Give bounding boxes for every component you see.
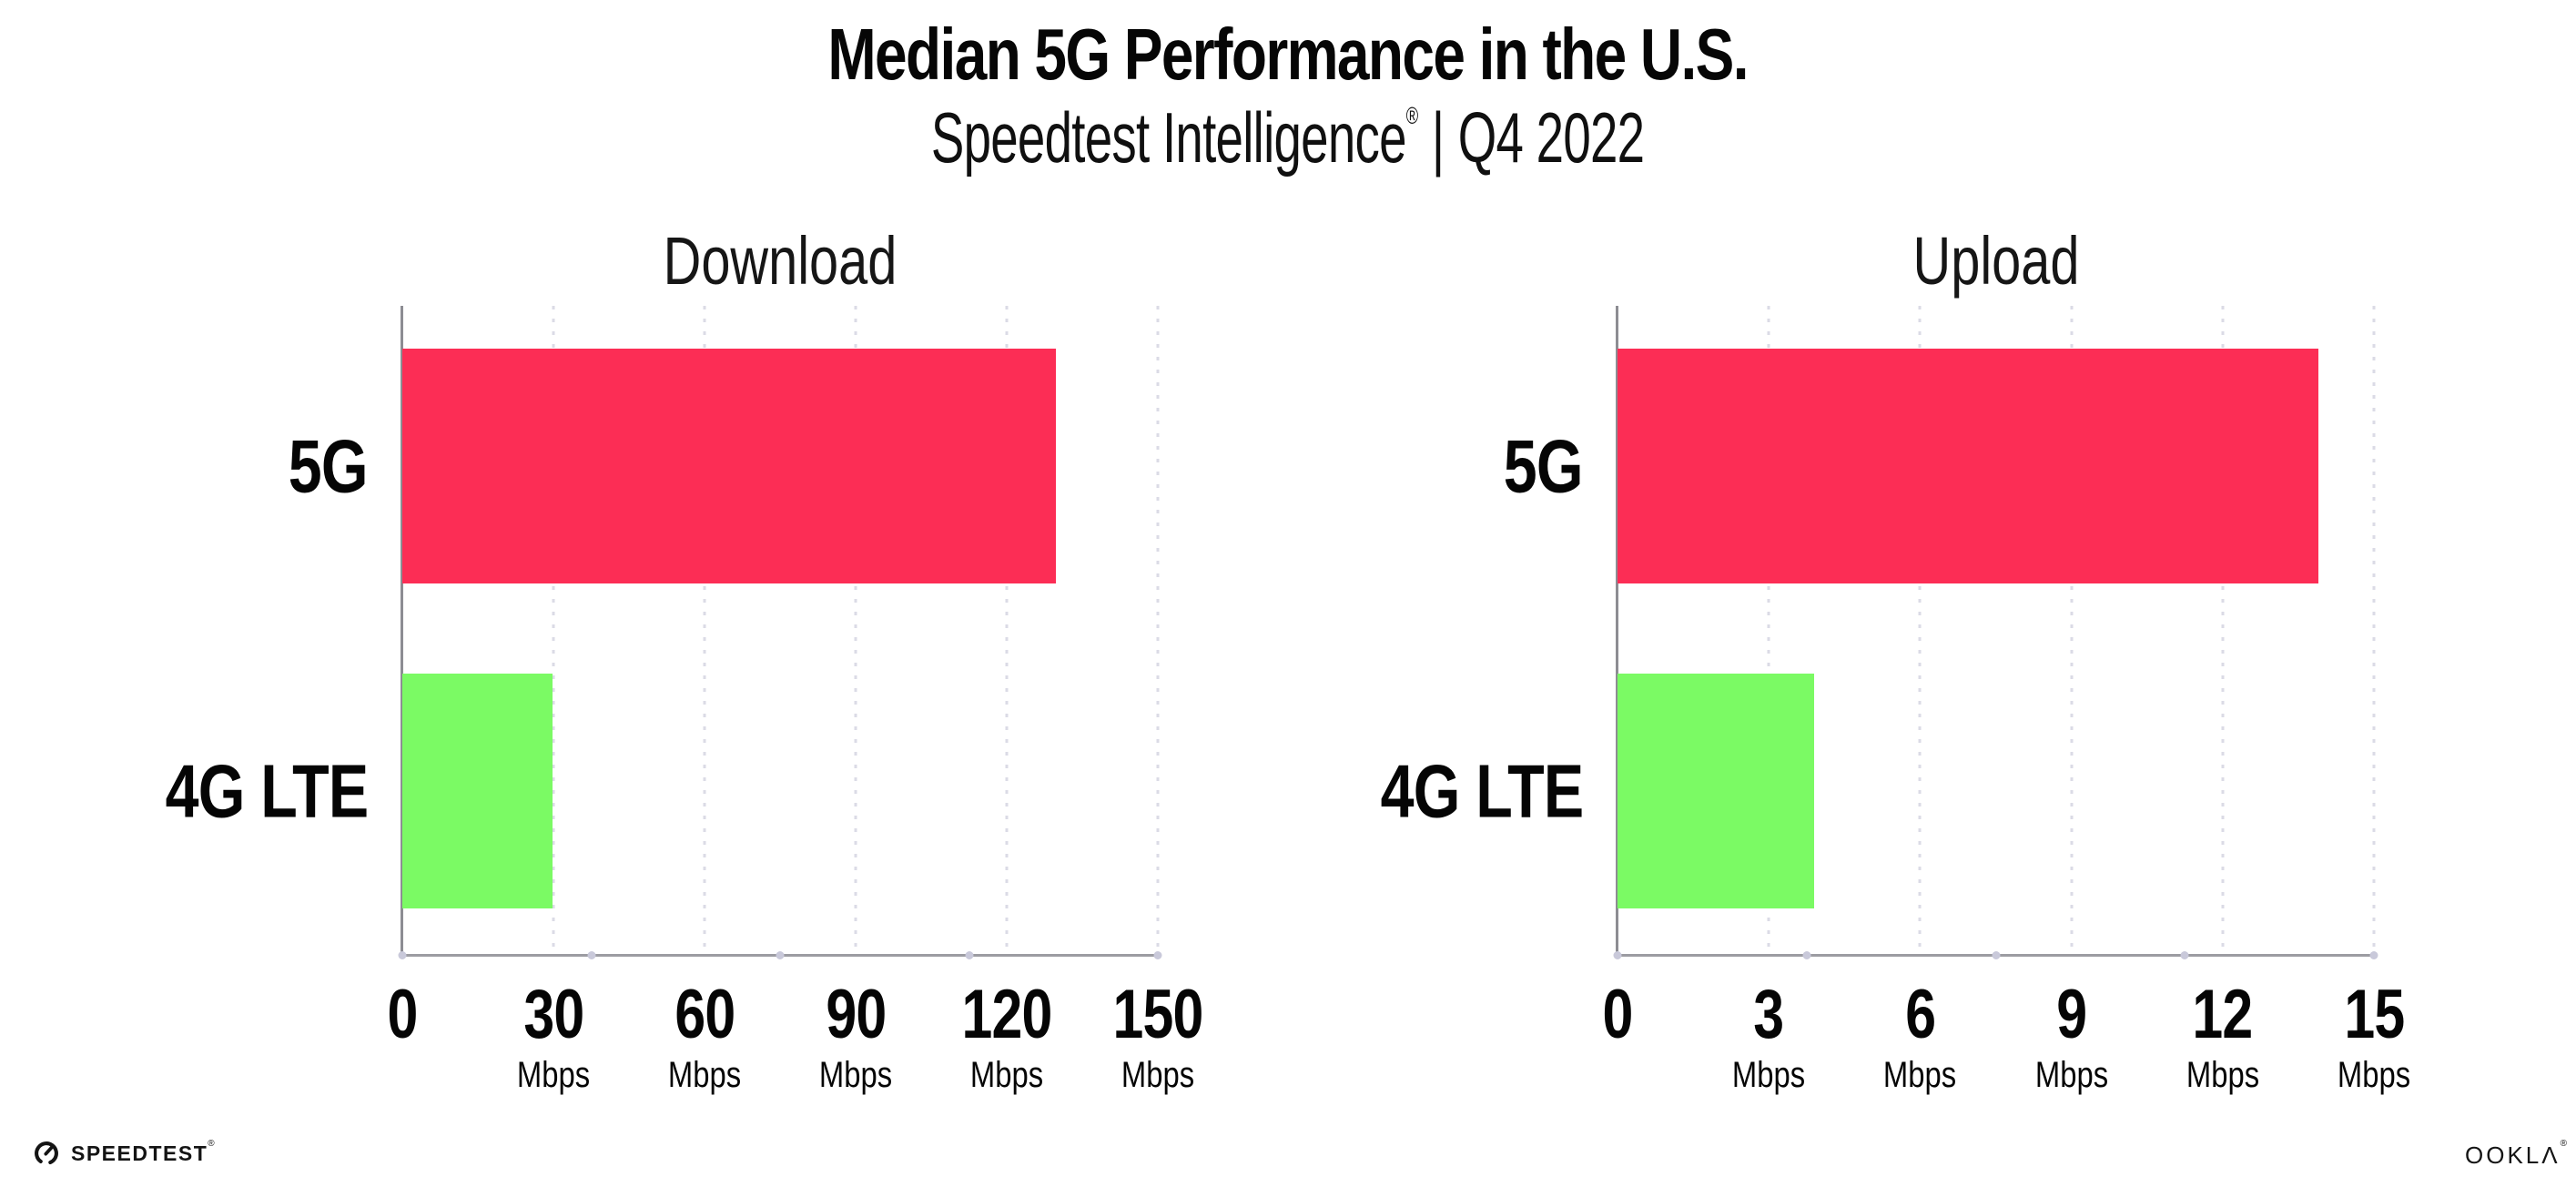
x-tick-value: 0 [387,976,418,1053]
upload-chart: Upload 5G 4G LTE 0 3 Mbps 6 Mbps 9 Mbps 12 Mbps 15… [1380,228,2410,1094]
x-tick-unit-text: Mbps [2186,1055,2259,1095]
registered-mark-icon: ® [1406,102,1418,129]
download-x-axis-ticks: 0 30 Mbps 60 Mbps 90 Mbps 120 Mbps 150 Mbps [387,955,1203,1101]
category-label-5g: 5G [289,423,369,509]
x-tick-unit: Mbps [811,1057,900,1093]
x-tick: 0 [1598,980,1636,1050]
x-tick-unit-text: Mbps [818,1055,893,1095]
gridline [1005,306,1009,955]
x-tick-unit: Mbps [2178,1057,2267,1093]
x-tick-unit-text: Mbps [1883,1055,1957,1095]
axis-tick-dot [398,951,407,959]
category-label-4g-lte: 4G LTE [165,748,369,834]
x-tick: 120 Mbps [950,976,1063,1094]
speedtest-logo-text: SPEEDTEST® [71,1138,217,1165]
x-tick-unit-text: Mbps [1121,1055,1195,1095]
x-tick: 0 [383,980,421,1050]
axis-tick-dot [776,951,785,959]
gridline [1767,306,1770,955]
x-tick-value: 90 [825,976,887,1053]
x-tick-unit: Mbps [2027,1057,2116,1093]
axis-tick-dot [1802,951,1811,959]
x-tick-value: 15 [2343,976,2405,1053]
y-axis-line [1616,306,1618,955]
category-label-5g: 5G [1504,423,1584,509]
download-chart: Download 5G 4G LTE 0 30 Mbps 60 Mbps 90 Mbps 120… [165,228,1203,1094]
x-tick-value: 0 [1602,976,1633,1053]
download-plot-area: 5G 4G LTE [165,306,1162,959]
x-tick-unit: Mbps [950,1057,1063,1093]
x-tick-unit-text: Mbps [2034,1055,2108,1095]
x-tick-value: 150 [1112,976,1203,1053]
x-tick-value: 12 [2192,976,2254,1053]
axis-tick-dot [965,951,973,959]
x-tick-unit-text: Mbps [2337,1055,2411,1095]
gridline [703,306,706,955]
gridline [552,306,555,955]
x-tick-unit: Mbps [1724,1057,1813,1093]
x-tick: 150 Mbps [1101,976,1214,1094]
x-tick: 9 Mbps [2027,976,2116,1094]
page-subtitle: Speedtest Intelligence® | Q4 2022 [0,102,2576,173]
page-title: Median 5G Performance in the U.S. [0,18,2576,91]
registered-mark-icon: ® [2560,1139,2570,1149]
axis-tick-dot [2369,951,2378,959]
subtitle-brand: Speedtest Intelligence [931,97,1407,178]
x-tick-unit: Mbps [2329,1057,2419,1093]
x-tick-unit: Mbps [660,1057,749,1093]
speedtest-gauge-icon [35,1141,58,1165]
bar-5g [1618,349,2319,583]
x-tick: 12 Mbps [2178,976,2267,1094]
page-title-text: Median 5G Performance in the U.S. [827,14,1749,95]
y-axis-line [401,306,403,955]
speedtest-logo: SPEEDTEST® [33,1138,217,1167]
gridline [1918,306,1922,955]
axis-tick-dot [1992,951,2000,959]
page-subtitle-text: Speedtest Intelligence® | Q4 2022 [931,97,1645,178]
gridline [2070,306,2074,955]
category-label-4g-lte: 4G LTE [1380,748,1584,834]
x-tick-value: 9 [2056,976,2087,1053]
bar-4g-lte [1618,674,1815,908]
x-tick-unit: Mbps [1101,1057,1214,1093]
subtitle-separator: | [1432,97,1445,178]
gridline [2221,306,2225,955]
x-tick-unit-text: Mbps [1732,1055,1806,1095]
gridline [854,306,857,955]
x-tick-value: 3 [1753,976,1785,1053]
axis-tick-dot [2180,951,2189,959]
axis-tick-dot [587,951,595,959]
x-tick: 15 Mbps [2329,976,2419,1094]
x-tick-unit-text: Mbps [667,1055,742,1095]
x-tick: 6 Mbps [1875,976,1964,1094]
download-chart-title: Download [663,223,898,299]
upload-plot-area: 5G 4G LTE [1380,306,2378,959]
ookla-logo-text: OOKLΛ [2465,1141,2561,1169]
upload-chart-title: Upload [1912,223,2079,299]
x-tick-unit-text: Mbps [969,1055,1044,1095]
x-tick-unit: Mbps [509,1057,598,1093]
axis-tick-dot [1613,951,1622,959]
x-tick-unit-text: Mbps [516,1055,591,1095]
bar-4g-lte [402,674,553,908]
x-tick-value: 60 [674,976,735,1053]
axis-tick-dot [1153,951,1162,959]
gridline [1156,306,1160,955]
x-tick: 3 Mbps [1724,976,1813,1094]
x-tick-value: 120 [961,976,1052,1053]
registered-mark-icon: ® [208,1138,217,1149]
subtitle-period: Q4 2022 [1458,97,1645,178]
ookla-logo: OOKLΛ® [2465,1140,2570,1169]
gridline [2372,306,2376,955]
bar-5g [402,349,1057,583]
x-tick: 90 Mbps [811,976,900,1094]
x-tick-unit: Mbps [1875,1057,1964,1093]
x-tick: 30 Mbps [509,976,598,1094]
x-tick: 60 Mbps [660,976,749,1094]
x-tick-value: 30 [522,976,584,1053]
upload-x-axis-ticks: 0 3 Mbps 6 Mbps 9 Mbps 12 Mbps 15 Mbps [1602,955,2410,1101]
x-tick-value: 6 [1904,976,1936,1053]
